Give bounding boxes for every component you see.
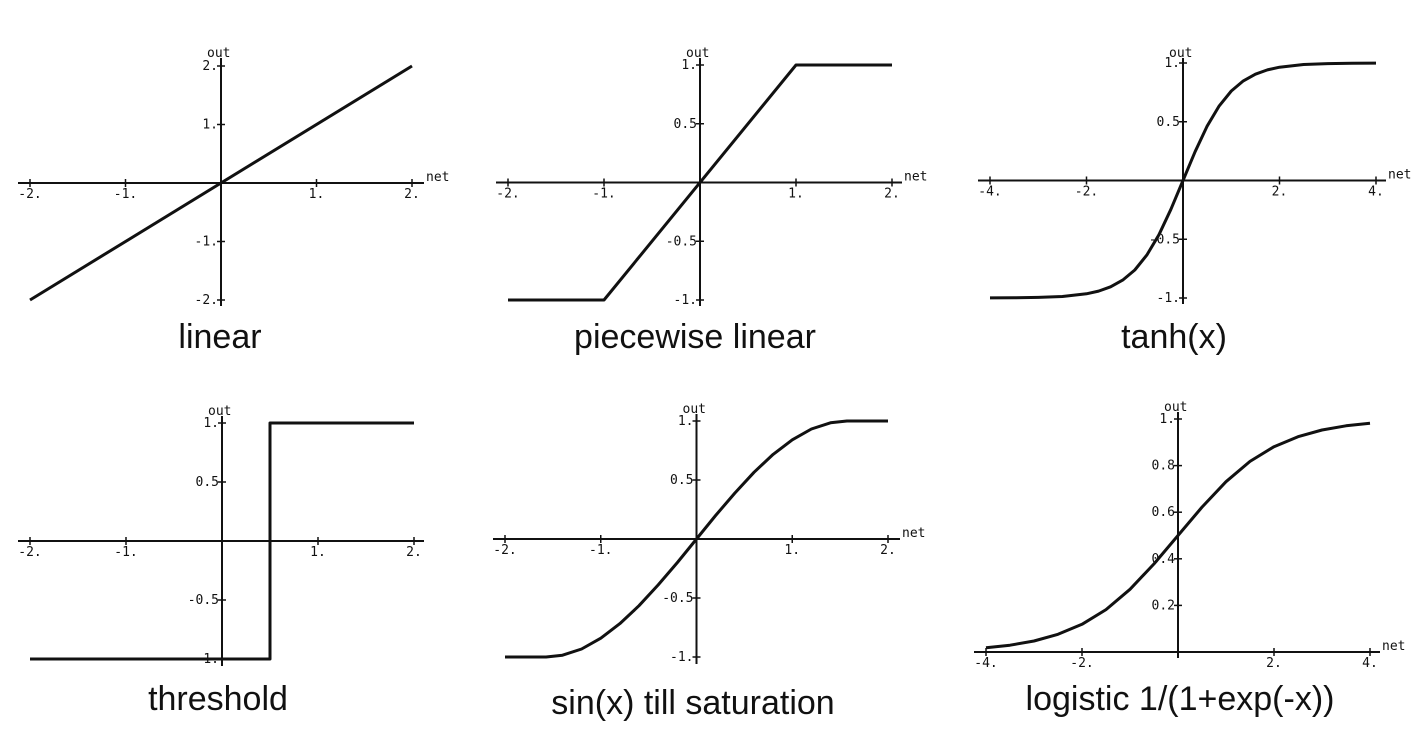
y-tick-label: 1. (1164, 56, 1180, 71)
series-line (508, 63, 892, 302)
y-tick-label: -0.5 (662, 591, 693, 606)
series-line (989, 61, 1377, 300)
y-axis-label: out (1169, 46, 1192, 61)
x-tick-label: -1. (589, 543, 612, 558)
x-tick-label: -1. (592, 187, 615, 202)
chart-title: logistic 1/(1+exp(-x)) (1025, 680, 1335, 718)
y-tick-label: -0.5 (666, 234, 697, 249)
y-tick-label: 1. (203, 416, 219, 431)
x-tick-label: 2. (1266, 656, 1282, 671)
panel-piecewise-linear: -2. -1. 1. 2. -1. -0.5 0.5 1. out net piecewise l… (0, 0, 960, 366)
y-tick-label: -1. (195, 235, 218, 250)
x-axis-label: net (904, 170, 927, 185)
x-tick-label: 2. (406, 545, 422, 560)
x-tick-label: -1. (114, 187, 137, 202)
x-tick-label: 4. (1368, 185, 1384, 200)
chart-title: tanh(x) (1121, 318, 1227, 356)
panel-threshold: -2. -1. 1. 2. -1. -0.5 0.5 1. out threshold (0, 366, 472, 732)
x-tick-label: 2. (1272, 185, 1288, 200)
x-tick-label: -2. (18, 545, 41, 560)
series-line (505, 419, 888, 659)
y-tick-label: 0.4 (1152, 552, 1176, 567)
x-tick-label: 4. (1362, 656, 1378, 671)
x-tick-label: 1. (784, 543, 800, 558)
x-axis-label: net (426, 170, 449, 185)
x-tick-label: -2. (496, 187, 519, 202)
panel-linear: -2. -1. 1. 2. -2. -1. 1. 2. out net linear (0, 0, 472, 366)
y-tick-label: -2. (195, 293, 218, 308)
y-tick-label: 0.5 (674, 117, 697, 132)
y-tick-label: 1. (202, 118, 218, 133)
x-tick-label: 2. (884, 187, 900, 202)
x-tick-label: -4. (978, 185, 1001, 200)
x-tick-label: -2. (18, 187, 41, 202)
panel-tanh: -4. -2. 2. 4. -1. -0.5 0.5 1. out net tanh(x) (978, 46, 1411, 356)
x-tick-label: -4. (974, 656, 997, 671)
x-tick-label: -2. (493, 543, 516, 558)
x-tick-label: 2. (404, 187, 420, 202)
x-tick-label: 1. (788, 187, 804, 202)
y-tick-label: 0.8 (1152, 459, 1175, 474)
y-axis-label: out (207, 46, 230, 61)
y-tick-label: 2. (202, 59, 218, 74)
y-tick-label: -1. (1157, 291, 1180, 306)
panel-sin-saturation: -2. -1. 1. 2. -1. -0.5 0.5 1. out net sin(x) till… (0, 366, 960, 732)
chart-logistic: -4. -2. 2. 4. 0.2 0.4 0.6 0.8 1.out net (974, 400, 1405, 671)
x-tick-label: -2. (1075, 185, 1098, 200)
chart-threshold: -2. -1. 1. 2.-1.-0.50.51.out (18, 404, 424, 667)
y-axis-label: out (208, 404, 231, 419)
chart-title: sin(x) till saturation (551, 684, 835, 722)
y-tick-label: 0.5 (1157, 115, 1180, 130)
x-tick-label: 2. (880, 543, 896, 558)
y-tick-label: 1. (1159, 412, 1175, 427)
x-tick-label: 1. (310, 545, 326, 560)
y-tick-label: 0.2 (1152, 598, 1175, 613)
y-tick-label: -1. (674, 293, 697, 308)
x-tick-label: -1. (114, 545, 137, 560)
chart-title: piecewise linear (574, 318, 816, 356)
series-line (30, 421, 414, 661)
y-tick-label: -1. (670, 650, 693, 665)
y-tick-label: 1. (678, 414, 694, 429)
y-axis-label: out (683, 402, 706, 417)
y-axis-label: out (1164, 400, 1187, 415)
x-tick-label: -2. (1070, 656, 1093, 671)
y-tick-label: 0.6 (1152, 505, 1175, 520)
y-tick-label: -0.5 (188, 593, 219, 608)
x-tick-label: 1. (309, 187, 325, 202)
x-axis-label: net (1382, 639, 1405, 654)
panel-logistic: -4. -2. 2. 4. 0.2 0.4 0.6 0.8 1. out net logistic … (0, 366, 1416, 732)
y-tick-label: 0.5 (196, 475, 219, 490)
x-axis-label: net (1388, 168, 1411, 183)
y-tick-label: 1. (681, 58, 697, 73)
series-line (29, 64, 413, 302)
chart-title: threshold (148, 680, 288, 718)
y-axis-label: out (686, 46, 709, 61)
x-axis-label: net (902, 526, 925, 541)
chart-title: linear (178, 318, 262, 356)
series-line (985, 421, 1371, 650)
y-tick-label: 0.5 (670, 473, 693, 488)
